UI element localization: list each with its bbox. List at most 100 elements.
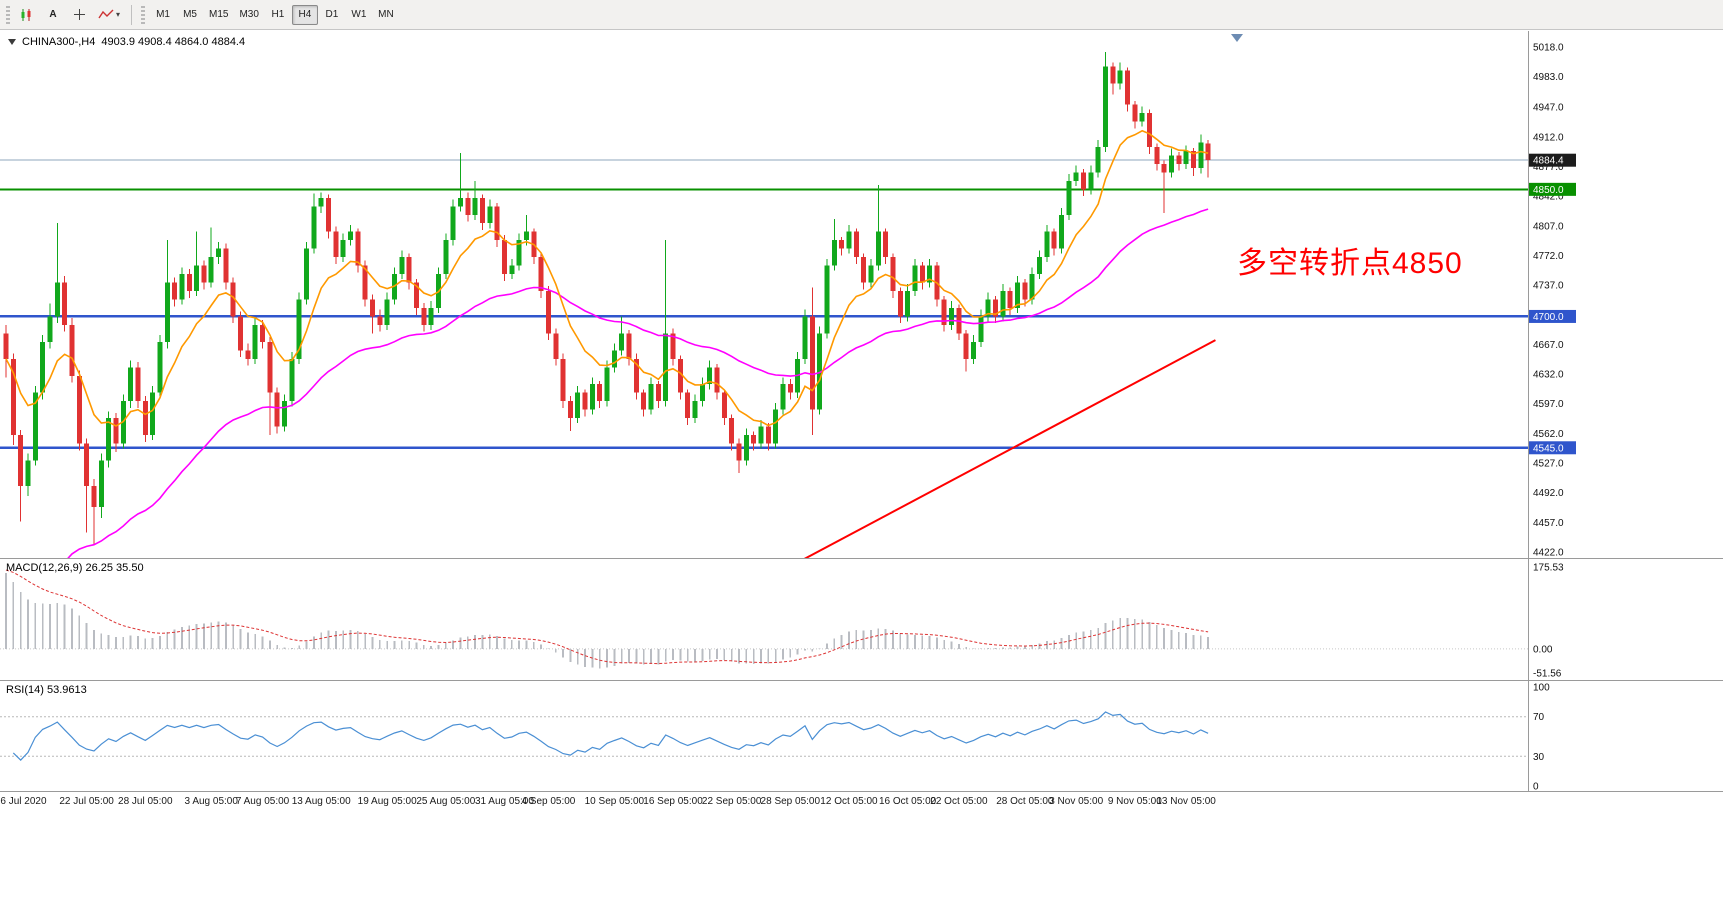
svg-text:4700.0: 4700.0 (1533, 312, 1564, 323)
date-label: 16 Jul 2020 (0, 796, 47, 807)
svg-text:-51.56: -51.56 (1533, 668, 1562, 679)
svg-text:4737.0: 4737.0 (1533, 281, 1564, 292)
timeframe-button-m1[interactable]: M1 (150, 5, 176, 25)
zigzag-indicator-icon (98, 9, 114, 19)
chart-type-button[interactable] (15, 5, 39, 25)
rsi-panel-canvas[interactable]: 100 70 30 0 (0, 681, 1723, 791)
date-label: 28 Jul 05:00 (118, 796, 173, 807)
date-label: 3 Nov 05:00 (1049, 796, 1104, 807)
candles-layer (3, 52, 1211, 546)
svg-text:0: 0 (1533, 782, 1539, 792)
ohlc-values: 4903.9 4908.4 4864.0 4884.4 (101, 36, 246, 48)
time-axis[interactable]: 16 Jul 2020 22 Jul 05:00 28 Jul 05:00 3 Aug… (0, 793, 1723, 813)
panel-splitter[interactable] (0, 791, 1723, 792)
svg-text:4807.0: 4807.0 (1533, 221, 1564, 232)
date-label: 9 Nov 05:00 (1107, 796, 1162, 807)
indicators-button[interactable]: ▾ (93, 5, 125, 25)
trendline (803, 339, 1216, 558)
svg-text:4877.0: 4877.0 (1533, 162, 1564, 173)
svg-text:4562.0: 4562.0 (1533, 429, 1564, 440)
crosshair-tool-button[interactable] (67, 5, 91, 25)
candlestick-chart-icon (21, 8, 31, 21)
svg-text:4912.0: 4912.0 (1533, 132, 1564, 143)
ma-slow-line (67, 208, 1209, 558)
timeframe-button-m30[interactable]: M30 (234, 5, 263, 25)
timeframe-button-d1[interactable]: D1 (319, 5, 345, 25)
timeframe-button-m5[interactable]: M5 (177, 5, 203, 25)
svg-text:4597.0: 4597.0 (1533, 399, 1564, 410)
svg-text:4884.4: 4884.4 (1533, 156, 1564, 167)
symbol-ohlc-readout[interactable]: CHINA300-,H4 4903.9 4908.4 4864.0 4884.4 (8, 36, 245, 48)
price-badge (1529, 309, 1576, 323)
rsi-line (12, 711, 1209, 761)
svg-text:4842.0: 4842.0 (1533, 192, 1564, 203)
svg-text:4983.0: 4983.0 (1533, 72, 1564, 83)
date-label: 13 Nov 05:00 (1156, 796, 1216, 807)
date-label: 4 Sep 05:00 (521, 796, 576, 807)
date-label: 7 Aug 05:00 (235, 796, 290, 807)
rsi-label: RSI(14) 53.9613 (6, 684, 87, 696)
timeframe-button-mn[interactable]: MN (373, 5, 399, 25)
date-label: 22 Sep 05:00 (701, 796, 762, 807)
ma-fast-line (5, 129, 1209, 427)
timeframe-toolbar-grip[interactable] (141, 5, 146, 24)
price-badge (1529, 182, 1576, 196)
timeframe-button-m15[interactable]: M15 (204, 5, 233, 25)
svg-text:175.53: 175.53 (1533, 562, 1564, 573)
svg-text:30: 30 (1533, 752, 1545, 763)
svg-text:4422.0: 4422.0 (1533, 548, 1564, 559)
date-label: 10 Sep 05:00 (584, 796, 645, 807)
price-badge (1529, 441, 1576, 455)
macd-panel-canvas[interactable]: 175.53 0.00 -51.56 (0, 559, 1723, 680)
chart-shift-marker-icon (1231, 34, 1243, 42)
symbol-name: CHINA300-,H4 (22, 36, 96, 48)
text-tool-button[interactable]: A (41, 5, 65, 25)
svg-text:4545.0: 4545.0 (1533, 443, 1564, 454)
timeframe-button-w1[interactable]: W1 (346, 5, 372, 25)
svg-text:4947.0: 4947.0 (1533, 103, 1564, 114)
svg-text:4850.0: 4850.0 (1533, 185, 1564, 196)
date-label: 28 Sep 05:00 (760, 796, 821, 807)
horizontal-levels (0, 159, 1528, 450)
toolbar-separator (131, 4, 133, 25)
date-label: 22 Oct 05:00 (930, 796, 988, 807)
macd-signal-line (5, 569, 1209, 665)
date-label: 13 Aug 05:00 (291, 796, 351, 807)
svg-text:4457.0: 4457.0 (1533, 518, 1564, 529)
panel-splitter[interactable] (0, 558, 1723, 559)
crosshair-icon (73, 9, 85, 20)
date-label: 12 Oct 05:00 (820, 796, 878, 807)
svg-text:5018.0: 5018.0 (1533, 43, 1564, 54)
price-chart-canvas[interactable]: 5018.0 4983.0 4947.0 4912.0 4877.0 4842.0 4807… (0, 31, 1723, 558)
timeframe-group: M1 M5 M15 M30 H1 H4 D1 W1 MN (150, 4, 399, 25)
dropdown-caret-icon: ▾ (116, 10, 121, 19)
panel-splitter[interactable] (0, 680, 1723, 681)
timeframe-button-h4[interactable]: H4 (291, 4, 318, 25)
svg-text:0.00: 0.00 (1533, 644, 1553, 655)
price-axis-labels: 5018.0 4983.0 4947.0 4912.0 4877.0 4842.0 4807… (1533, 43, 1564, 559)
annotation-text[interactable]: 多空转折点4850 (1237, 247, 1463, 280)
svg-text:4492.0: 4492.0 (1533, 488, 1564, 499)
date-label: 19 Aug 05:00 (357, 796, 417, 807)
macd-label: MACD(12,26,9) 26.25 35.50 (6, 562, 144, 574)
date-label: 25 Aug 05:00 (416, 796, 476, 807)
macd-histogram (5, 573, 1210, 669)
svg-text:100: 100 (1533, 683, 1550, 694)
timeframe-button-h1[interactable]: H1 (265, 5, 291, 25)
date-label: 16 Sep 05:00 (643, 796, 703, 807)
svg-text:4632.0: 4632.0 (1533, 370, 1564, 381)
date-label: 31 Aug 05:00 (474, 796, 534, 807)
price-badge (1529, 153, 1576, 167)
toolbar: A ▾ M1 M5 M15 M30 H1 H4 D1 W1 MN (0, 0, 1723, 30)
svg-text:70: 70 (1533, 712, 1545, 723)
svg-text:4667.0: 4667.0 (1533, 340, 1564, 351)
collapse-triangle-icon[interactable] (8, 39, 16, 45)
svg-text:4527.0: 4527.0 (1533, 459, 1564, 470)
date-label: 16 Oct 05:00 (878, 796, 937, 807)
svg-text:4772.0: 4772.0 (1533, 251, 1564, 262)
date-label: 22 Jul 05:00 (59, 796, 114, 807)
date-label: 3 Aug 05:00 (184, 796, 238, 807)
date-label: 28 Oct 05:00 (996, 796, 1054, 807)
toolbar-grip[interactable] (6, 5, 10, 24)
